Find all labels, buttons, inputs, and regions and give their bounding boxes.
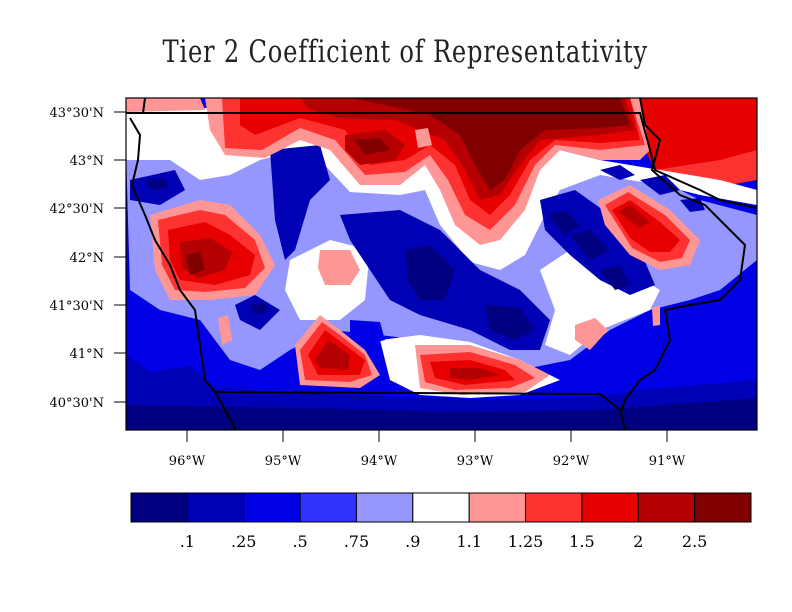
colorbar-label: .9 bbox=[405, 532, 420, 551]
contour-field bbox=[126, 98, 757, 430]
colorbar-label: 2 bbox=[633, 532, 643, 551]
lat-label: 42°30'N bbox=[49, 202, 104, 217]
map-title: Tier 2 Coefficient of Representativity bbox=[162, 34, 648, 70]
colorbar-swatch bbox=[130, 492, 188, 523]
latitude-axis: 43°30'N 43°N 42°30'N 42°N 41°30'N 41°N 4… bbox=[49, 106, 126, 411]
colorbar-label: 1.1 bbox=[456, 532, 481, 551]
state-borders bbox=[126, 98, 757, 430]
lat-label: 41°30'N bbox=[49, 299, 104, 314]
lon-label: 96°W bbox=[169, 454, 206, 469]
lat-label: 41°N bbox=[70, 347, 104, 362]
colorbar-swatch bbox=[355, 492, 414, 523]
lat-label: 42°N bbox=[70, 251, 104, 266]
colorbar-label: 1.25 bbox=[508, 532, 544, 551]
colorbar-label: .5 bbox=[292, 532, 307, 551]
colorbar-swatch bbox=[694, 492, 752, 523]
lat-label: 40°30'N bbox=[49, 396, 104, 411]
lat-label: 43°N bbox=[70, 154, 104, 169]
colorbar-swatch bbox=[186, 492, 245, 523]
colorbar: .1 .25 .5 .75 .9 1.1 1.25 1.5 2 2.5 bbox=[130, 492, 752, 551]
colorbar-label: .75 bbox=[344, 532, 369, 551]
lon-label: 93°W bbox=[457, 454, 494, 469]
colorbar-label: .25 bbox=[231, 532, 256, 551]
lon-label: 92°W bbox=[553, 454, 590, 469]
lon-label: 91°W bbox=[649, 454, 686, 469]
colorbar-label: 2.5 bbox=[682, 532, 707, 551]
colorbar-swatch bbox=[412, 492, 470, 523]
longitude-axis: 96°W 95°W 94°W 93°W 92°W 91°W bbox=[169, 430, 686, 469]
colorbar-swatch bbox=[637, 492, 696, 523]
colorbar-swatch bbox=[299, 492, 357, 523]
lon-label: 95°W bbox=[265, 454, 302, 469]
colorbar-swatch bbox=[243, 492, 301, 523]
lat-label: 43°30'N bbox=[49, 106, 104, 121]
colorbar-swatch bbox=[525, 492, 583, 523]
colorbar-label: .1 bbox=[180, 532, 195, 551]
lon-label: 94°W bbox=[361, 454, 398, 469]
map-frame bbox=[125, 97, 758, 431]
colorbar-swatch bbox=[468, 492, 527, 523]
colorbar-swatch bbox=[581, 492, 639, 523]
colorbar-label: 1.5 bbox=[569, 532, 594, 551]
